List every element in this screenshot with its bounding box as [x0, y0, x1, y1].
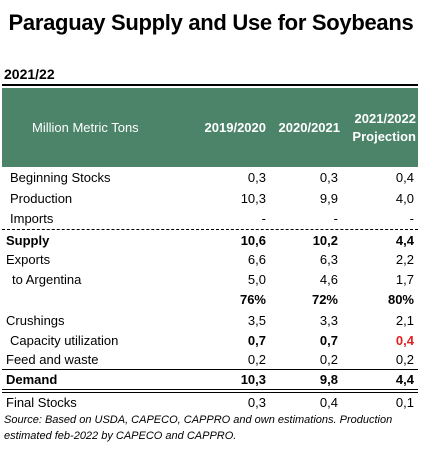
- table-row: Feed and waste 0,2 0,2 0,2: [2, 350, 418, 370]
- row-label: Crushings: [6, 313, 65, 328]
- divider: [2, 392, 418, 393]
- table-row: Crushings 3,5 3,3 2,1: [2, 311, 418, 331]
- row-label: Supply: [6, 233, 50, 248]
- row-value: 0,2: [395, 352, 414, 367]
- divider: [2, 389, 418, 390]
- row-label: Final Stocks: [6, 395, 77, 410]
- row-value: 10,6: [240, 233, 266, 248]
- row-value: 0,7: [247, 333, 266, 348]
- header-col3-line1: 2021/2022: [354, 110, 416, 126]
- row-value: 2,1: [395, 313, 414, 328]
- header-col3-line2: Projection: [352, 128, 416, 144]
- row-label: Feed and waste: [6, 352, 99, 367]
- divider: [2, 84, 418, 86]
- row-value: -: [333, 211, 338, 226]
- row-value: 9,9: [319, 191, 338, 206]
- row-label: Capacity utilization: [10, 333, 119, 348]
- row-value: 3,5: [247, 313, 266, 328]
- table-row: to Argentina 5,0 4,6 1,7: [2, 270, 418, 290]
- row-value: 4,6: [319, 272, 338, 287]
- header-units: Million Metric Tons: [32, 120, 139, 135]
- row-label: Beginning Stocks: [10, 170, 111, 185]
- row-value: 0,4: [395, 170, 414, 185]
- row-label: Demand: [6, 372, 58, 387]
- divider: [2, 369, 418, 370]
- row-value: 3,3: [319, 313, 338, 328]
- table-row: Exports 6,6 6,3 2,2: [2, 250, 418, 270]
- table-row: Imports - - -: [2, 209, 418, 229]
- row-value: 4,4: [395, 233, 414, 248]
- row-value: 0,3: [247, 395, 266, 410]
- row-value: 0,4: [319, 395, 338, 410]
- row-value: 9,8: [319, 372, 338, 387]
- header-col-2021-2022: 2021/2022 Projection: [342, 88, 416, 167]
- row-value: 6,6: [247, 252, 266, 267]
- row-value: 0,2: [247, 352, 266, 367]
- divider: [2, 229, 418, 231]
- row-value: 0,7: [319, 333, 338, 348]
- row-value-highlight: 0,4: [395, 333, 414, 348]
- row-value: -: [409, 211, 414, 226]
- row-value: 10,3: [240, 191, 266, 206]
- row-value: 76%: [239, 292, 266, 307]
- table-row: Final Stocks 0,3 0,4 0,1: [2, 393, 418, 413]
- row-value: -: [261, 211, 266, 226]
- row-value: 0,2: [319, 352, 338, 367]
- row-label: Imports: [10, 211, 54, 226]
- row-value: 80%: [387, 292, 414, 307]
- header-col-2020-2021: 2020/2021: [278, 120, 340, 135]
- row-value: 72%: [311, 292, 338, 307]
- row-label: Exports: [6, 252, 51, 267]
- table-row: Production 10,3 9,9 4,0: [2, 189, 418, 209]
- row-value: 4,4: [395, 372, 414, 387]
- row-value: 1,7: [395, 272, 414, 287]
- source-note: Source: Based on USDA, CAPECO, CAPPRO an…: [4, 414, 393, 442]
- row-label: to Argentina: [12, 272, 82, 287]
- table-row: Beginning Stocks 0,3 0,3 0,4: [2, 168, 418, 188]
- row-value: 10,3: [240, 372, 266, 387]
- table-row-share: 76% 72% 80%: [2, 290, 418, 310]
- row-value: 10,2: [312, 233, 338, 248]
- year-label: 2021/22: [4, 66, 55, 82]
- row-value: 5,0: [247, 272, 266, 287]
- header-col-2019-2020: 2019/2020: [204, 120, 266, 135]
- row-label: Production: [10, 191, 73, 206]
- page-title: Paraguay Supply and Use for Soybeans: [8, 10, 414, 35]
- row-value: 0,3: [319, 170, 338, 185]
- table-row: Capacity utilization 0,7 0,7 0,4: [2, 331, 418, 351]
- row-value: 0,3: [247, 170, 266, 185]
- row-value: 4,0: [395, 191, 414, 206]
- table-row-demand: Demand 10,3 9,8 4,4: [2, 370, 418, 390]
- row-value: 0,1: [395, 395, 414, 410]
- table-row-supply: Supply 10,6 10,2 4,4: [2, 231, 418, 251]
- row-value: 2,2: [395, 252, 414, 267]
- row-value: 6,3: [319, 252, 338, 267]
- table-header: Million Metric Tons 2019/2020 2020/2021 …: [2, 88, 418, 167]
